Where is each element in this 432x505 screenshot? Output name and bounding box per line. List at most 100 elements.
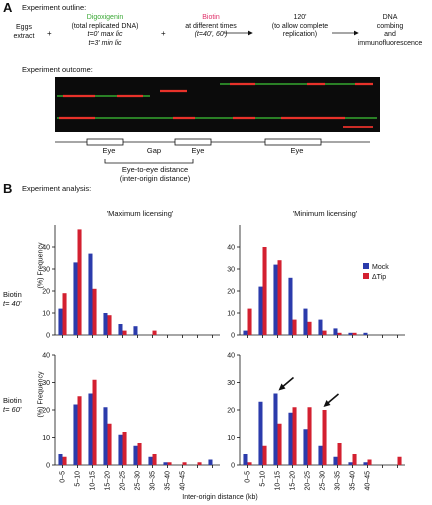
x-tick-label: 40–45 (180, 471, 187, 491)
bar-dtip (77, 229, 82, 335)
arrow-annotation (278, 376, 295, 391)
y-tick-label: 0 (231, 333, 235, 340)
step-line: (total replicated DNA) (71, 22, 139, 30)
bar-dtip (307, 407, 312, 465)
dna-fiber-micrograph (55, 77, 380, 132)
bar-mock (363, 332, 368, 335)
legend-swatch-dtip (363, 273, 369, 279)
step-dna-combing: DNA combing and immunofluorescence (350, 14, 430, 48)
bar-mock (333, 328, 338, 335)
y-tick-label: 20 (42, 289, 50, 296)
row-label-line: Biotin (3, 290, 22, 299)
step-line: immunofluorescence (357, 39, 423, 47)
x-tick-label: 5–10 (260, 471, 267, 487)
bar-dtip (247, 462, 252, 465)
bar-mock (88, 253, 93, 335)
y-tick-label: 30 (227, 267, 235, 274)
x-tick-label: 30–35 (335, 471, 342, 491)
bar-mock (58, 308, 63, 335)
row-label-line: Biotin (3, 396, 22, 405)
bar-dtip (167, 462, 172, 465)
x-axis-title: Inter-origin distance (kb) (182, 494, 258, 501)
legend: Mock ΔTip (363, 263, 389, 283)
bar-mock (243, 454, 248, 465)
step-line: (t=40', 60') (194, 31, 228, 38)
eye-label-2: Eye (191, 146, 205, 155)
step-line: combing (376, 22, 404, 30)
outcome-title: Experiment outcome: (22, 65, 93, 74)
legend-label-dtip: ΔTip (372, 274, 387, 281)
bar-mock (258, 401, 263, 465)
x-tick-label: 15–20 (105, 471, 112, 491)
eye-gap-schematic (55, 138, 370, 164)
eye-box (86, 138, 124, 146)
bar-mock (58, 454, 63, 465)
bar-mock (133, 445, 138, 465)
y-tick-label: 40 (42, 245, 50, 252)
legend-item-mock: Mock (363, 263, 389, 273)
bar-dtip (197, 462, 202, 465)
x-tick-label: 20–25 (120, 471, 127, 491)
plus-sign: + (161, 29, 166, 38)
row-label-t60: Biotin t= 60' (3, 396, 22, 414)
bar-mock (148, 456, 153, 465)
x-tick-label: 0–5 (60, 471, 67, 483)
arrow-annotation (323, 393, 340, 407)
step-line: and (384, 31, 396, 38)
bar-dtip (262, 445, 267, 465)
x-tick-label: 35–40 (350, 471, 357, 491)
x-tick-label: 10–15 (275, 471, 282, 491)
distance-bracket (104, 159, 194, 164)
bar-mock (363, 462, 368, 465)
y-tick-label: 40 (227, 245, 235, 252)
bar-dtip (247, 308, 252, 335)
step-line: t=0' max lic (87, 31, 123, 38)
legend-swatch-mock (363, 263, 369, 269)
bar-mock (318, 319, 323, 335)
bar-mock (103, 407, 108, 465)
bar-mock (118, 324, 123, 335)
col-header-max: 'Maximum licensing' (106, 209, 174, 218)
distance-line-2: (inter-origin distance) (119, 174, 191, 183)
y-tick-label: 0 (46, 463, 50, 470)
bar-mock (348, 462, 353, 465)
step-line: Eggs (16, 24, 32, 31)
bar-dtip (397, 456, 402, 465)
col-header-min: 'Minimum licensing' (292, 209, 358, 218)
x-tick-label: 5–10 (75, 471, 82, 487)
bar-mock (258, 286, 263, 335)
x-tick-label: 0–5 (245, 471, 252, 483)
bar-mock (118, 434, 123, 465)
bar-mock (243, 330, 248, 335)
bar-dtip (337, 332, 342, 335)
bar-dtip (352, 332, 357, 335)
bar-dtip (182, 462, 187, 465)
step-biotin: Biotin at different times (t=40', 60') (168, 14, 254, 40)
y-tick-label: 40 (227, 353, 235, 360)
y-tick-label: 20 (227, 289, 235, 296)
x-tick-label: 35–40 (165, 471, 172, 491)
step-line: 120' (293, 14, 307, 21)
eye-label-3: Eye (290, 146, 304, 155)
bar-dtip (277, 260, 282, 335)
bar-dtip (352, 454, 357, 465)
y-tick-label: 30 (227, 380, 235, 387)
bar-dtip (307, 321, 312, 335)
distance-line-1: Eye-to-eye distance (121, 165, 189, 174)
row-label-line: t= 60' (3, 405, 22, 414)
plus-sign: + (47, 29, 52, 38)
x-tick-label: 10–15 (90, 471, 97, 491)
eye-box (264, 138, 322, 146)
legend-item-dtip: ΔTip (363, 273, 389, 283)
bar-dtip (107, 423, 112, 465)
bar-dtip (62, 293, 67, 335)
legend-label-mock: Mock (372, 264, 389, 271)
step-line: Digoxigenin (86, 14, 124, 21)
x-tick-label: 20–25 (305, 471, 312, 491)
step-line: t=3' min lic (88, 39, 122, 47)
row-label-t40: Biotin t= 40' (3, 290, 22, 308)
bar-dtip (277, 423, 282, 465)
bar-dtip (292, 407, 297, 465)
